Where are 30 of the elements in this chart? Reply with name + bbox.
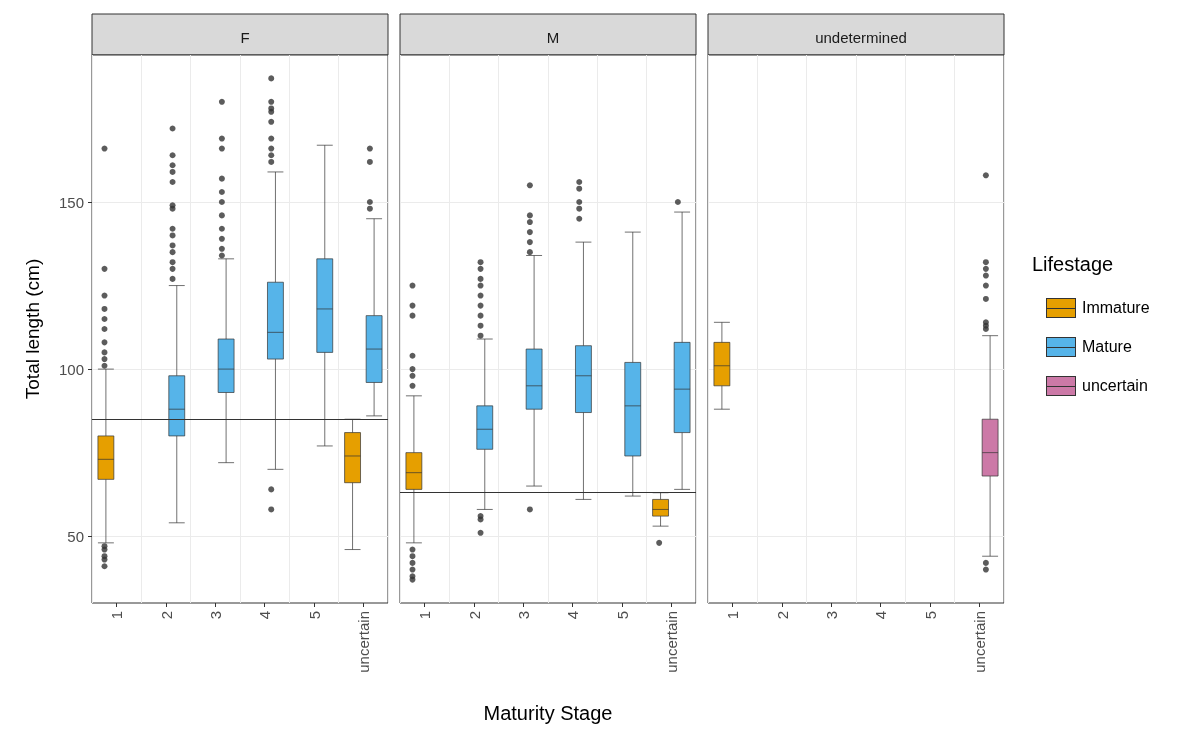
y-tick-label: 100 bbox=[58, 360, 84, 378]
x-tick-label: 4 bbox=[872, 611, 890, 620]
y-tick-label: 150 bbox=[58, 193, 84, 211]
x-tick-label: 1 bbox=[108, 611, 126, 620]
x-tick-label: 5 bbox=[921, 611, 939, 620]
text: Immature bbox=[1082, 298, 1150, 316]
x-tick-label: 4 bbox=[564, 611, 582, 620]
x-tick-label: 1 bbox=[724, 611, 742, 620]
x-tick-label: uncertain bbox=[970, 611, 988, 673]
text: Mature bbox=[1082, 337, 1132, 355]
legend-label: uncertain bbox=[1082, 376, 1148, 395]
y-tick-label: 50 bbox=[67, 527, 84, 545]
chart-title: M bbox=[546, 29, 560, 46]
x-tick-label: 3 bbox=[822, 611, 840, 620]
x-tick-label: 5 bbox=[305, 611, 323, 620]
y-axis-title: Total length (cm) bbox=[22, 258, 43, 400]
x-axis-title: Maturity Stage bbox=[483, 702, 613, 724]
x-tick-label: 4 bbox=[256, 611, 274, 620]
legend-title: Lifestage bbox=[1032, 253, 1115, 276]
chart-title: undetermined bbox=[815, 29, 907, 46]
x-tick-label: uncertain bbox=[354, 611, 372, 673]
x-tick-label: uncertain bbox=[662, 611, 680, 673]
x-tick-label: 2 bbox=[465, 611, 483, 620]
x-tick-label: 1 bbox=[416, 611, 434, 620]
x-tick-label: 2 bbox=[157, 611, 175, 620]
x-tick-label: 2 bbox=[773, 611, 791, 620]
x-tick-label: 5 bbox=[613, 611, 631, 620]
chart-title: F bbox=[240, 29, 250, 46]
x-tick-label: 3 bbox=[514, 611, 532, 620]
x-tick-label: 3 bbox=[206, 611, 224, 620]
